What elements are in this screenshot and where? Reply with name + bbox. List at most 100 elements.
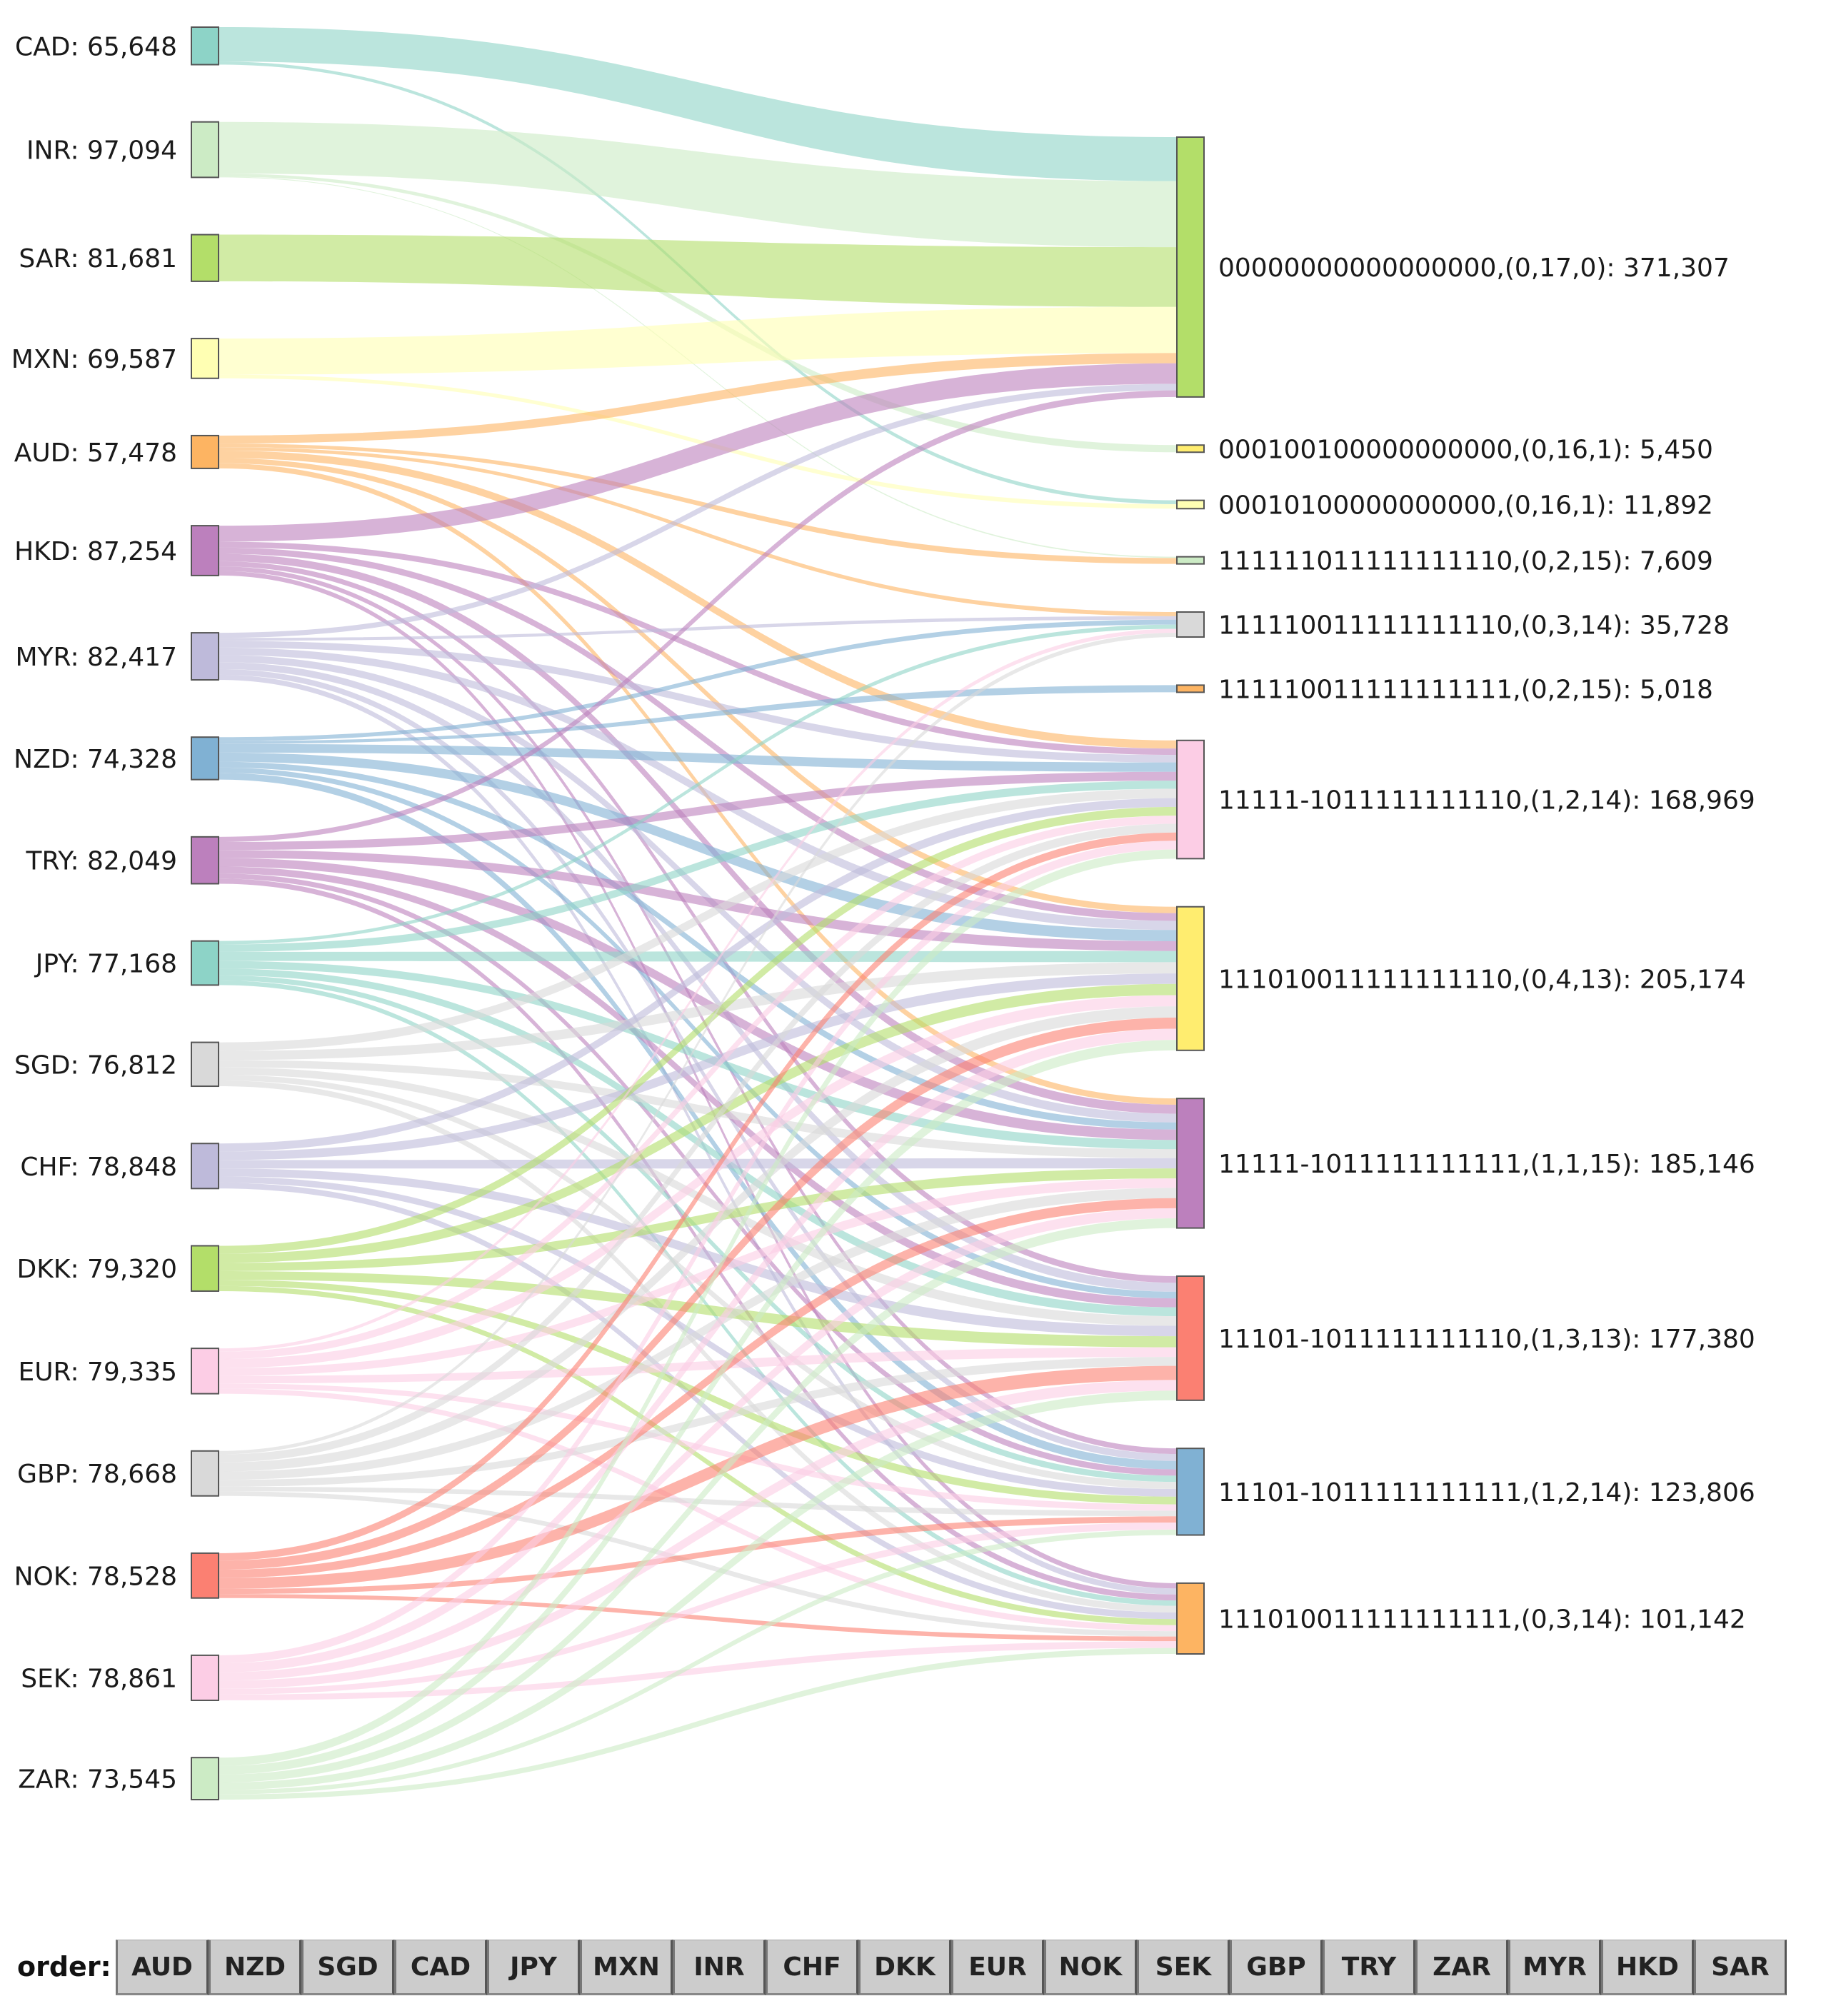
target-node-0[interactable]	[1176, 136, 1205, 398]
link-aud-to-target[interactable]	[219, 443, 1177, 564]
source-node-myr[interactable]	[191, 632, 219, 681]
target-node-9[interactable]	[1176, 1275, 1205, 1401]
link-inr-to-target[interactable]	[219, 121, 1177, 248]
order-item-try[interactable]: TRY	[1323, 1940, 1415, 1995]
target-node-6[interactable]	[1176, 739, 1205, 860]
link-gbp-to-target[interactable]	[219, 1357, 1177, 1487]
order-item-eur[interactable]: EUR	[951, 1940, 1044, 1995]
link-myr-to-target[interactable]	[219, 616, 1177, 641]
link-myr-to-target[interactable]	[219, 647, 1177, 931]
link-nok-to-target[interactable]	[219, 1198, 1177, 1578]
link-try-to-target[interactable]	[219, 873, 1177, 1476]
link-sek-to-target[interactable]	[219, 1208, 1177, 1681]
source-node-sgd[interactable]	[191, 1041, 219, 1088]
order-item-nzd[interactable]: NZD	[209, 1940, 301, 1995]
link-nok-to-target[interactable]	[219, 1594, 1177, 1642]
source-node-sar[interactable]	[191, 234, 219, 282]
link-cad-to-target[interactable]	[219, 27, 1177, 181]
link-aud-to-target[interactable]	[219, 450, 1177, 749]
source-node-sek[interactable]	[191, 1654, 219, 1701]
link-myr-to-target[interactable]	[219, 383, 1177, 638]
source-node-try[interactable]	[191, 836, 219, 885]
link-zar-to-target[interactable]	[219, 1529, 1177, 1795]
link-eur-to-target[interactable]	[219, 1178, 1177, 1376]
source-node-hkd[interactable]	[191, 525, 219, 576]
link-chf-to-target[interactable]	[219, 1183, 1177, 1620]
link-chf-to-target[interactable]	[219, 1158, 1177, 1169]
order-item-nok[interactable]: NOK	[1044, 1940, 1137, 1995]
link-zar-to-target[interactable]	[219, 1218, 1177, 1783]
link-zar-to-target[interactable]	[219, 1040, 1177, 1775]
link-mxn-to-target[interactable]	[219, 374, 1177, 509]
target-node-4[interactable]	[1176, 611, 1205, 638]
link-jpy-to-target[interactable]	[219, 975, 1177, 1483]
source-node-jpy[interactable]	[191, 940, 219, 986]
link-jpy-to-target[interactable]	[219, 951, 1177, 963]
link-myr-to-target[interactable]	[219, 655, 1177, 1123]
link-eur-to-target[interactable]	[219, 1347, 1177, 1384]
link-myr-to-target[interactable]	[219, 641, 1177, 763]
link-myr-to-target[interactable]	[219, 674, 1177, 1595]
link-hkd-to-target[interactable]	[219, 571, 1177, 1589]
order-item-inr[interactable]: INR	[673, 1940, 766, 1995]
source-node-dkk[interactable]	[191, 1245, 219, 1292]
order-item-hkd[interactable]: HKD	[1601, 1940, 1694, 1995]
source-node-eur[interactable]	[191, 1348, 219, 1395]
order-item-sar[interactable]: SAR	[1694, 1940, 1787, 1995]
link-sgd-to-target[interactable]	[219, 788, 1177, 1051]
link-gbp-to-target[interactable]	[219, 1006, 1177, 1472]
link-zar-to-target[interactable]	[219, 1648, 1177, 1800]
link-eur-to-target[interactable]	[219, 1388, 1177, 1632]
link-gbp-to-target[interactable]	[219, 633, 1177, 1455]
link-inr-to-target[interactable]	[219, 173, 1177, 453]
order-item-cad[interactable]: CAD	[394, 1940, 487, 1995]
link-eur-to-target[interactable]	[219, 816, 1177, 1360]
order-item-aud[interactable]: AUD	[116, 1940, 209, 1995]
link-try-to-target[interactable]	[219, 771, 1177, 851]
source-node-chf[interactable]	[191, 1143, 219, 1190]
link-nok-to-target[interactable]	[219, 1516, 1177, 1595]
target-node-7[interactable]	[1176, 906, 1205, 1051]
link-sgd-to-target[interactable]	[219, 1060, 1177, 1158]
link-sek-to-target[interactable]	[219, 1028, 1177, 1673]
source-node-zar[interactable]	[191, 1757, 219, 1801]
link-try-to-target[interactable]	[219, 858, 1177, 1140]
link-sar-to-target[interactable]	[219, 234, 1177, 307]
link-sgd-to-target[interactable]	[219, 962, 1177, 1060]
order-item-jpy[interactable]: JPY	[487, 1940, 580, 1995]
link-nzd-to-target[interactable]	[219, 743, 1177, 772]
link-nzd-to-target[interactable]	[219, 619, 1177, 741]
link-nok-to-target[interactable]	[219, 832, 1177, 1561]
target-node-2[interactable]	[1176, 499, 1205, 510]
order-item-gbp[interactable]: GBP	[1230, 1940, 1323, 1995]
source-node-aud[interactable]	[191, 434, 219, 469]
link-hkd-to-target[interactable]	[219, 541, 1177, 756]
link-jpy-to-target[interactable]	[219, 781, 1177, 952]
target-node-5[interactable]	[1176, 684, 1205, 693]
link-mxn-to-target[interactable]	[219, 306, 1177, 375]
source-node-cad[interactable]	[191, 26, 219, 66]
source-node-nok[interactable]	[191, 1552, 219, 1599]
link-try-to-target[interactable]	[219, 390, 1177, 843]
link-dkk-to-target[interactable]	[219, 1285, 1177, 1625]
link-aud-to-target[interactable]	[219, 353, 1177, 444]
link-dkk-to-target[interactable]	[219, 806, 1177, 1254]
source-node-gbp[interactable]	[191, 1450, 219, 1497]
link-jpy-to-target[interactable]	[219, 624, 1177, 945]
link-jpy-to-target[interactable]	[219, 961, 1177, 1150]
target-node-11[interactable]	[1176, 1582, 1205, 1655]
link-sek-to-target[interactable]	[219, 1641, 1177, 1700]
order-item-sek[interactable]: SEK	[1137, 1940, 1230, 1995]
link-eur-to-target[interactable]	[219, 628, 1177, 1352]
order-item-sgd[interactable]: SGD	[301, 1940, 394, 1995]
link-gbp-to-target[interactable]	[219, 1491, 1177, 1637]
link-nzd-to-target[interactable]	[219, 685, 1177, 744]
link-hkd-to-target[interactable]	[219, 363, 1177, 542]
link-nzd-to-target[interactable]	[219, 761, 1177, 1130]
link-aud-to-target[interactable]	[219, 458, 1177, 913]
link-chf-to-target[interactable]	[219, 973, 1177, 1160]
order-item-mxn[interactable]: MXN	[580, 1940, 673, 1995]
target-node-1[interactable]	[1176, 444, 1205, 453]
order-item-zar[interactable]: ZAR	[1415, 1940, 1508, 1995]
link-hkd-to-target[interactable]	[219, 553, 1177, 1114]
